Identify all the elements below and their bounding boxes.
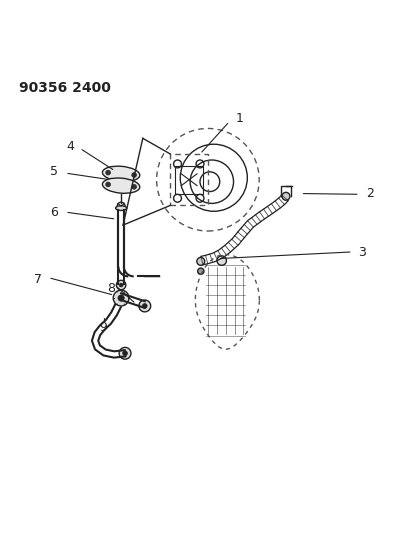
Circle shape [113, 290, 129, 306]
Text: 1: 1 [236, 112, 243, 125]
Text: 3: 3 [358, 246, 366, 259]
Text: 90356 2400: 90356 2400 [18, 81, 110, 95]
Circle shape [142, 304, 147, 308]
Circle shape [119, 348, 131, 359]
Ellipse shape [116, 206, 127, 211]
Circle shape [123, 351, 128, 356]
Circle shape [139, 300, 151, 312]
Bar [175, 166, 203, 193]
Circle shape [132, 173, 136, 177]
Circle shape [106, 182, 110, 187]
Text: 5: 5 [50, 165, 58, 179]
Circle shape [197, 257, 205, 265]
Circle shape [198, 268, 204, 274]
Text: 2: 2 [366, 187, 374, 200]
Circle shape [116, 280, 126, 290]
Text: 6: 6 [50, 206, 58, 219]
Ellipse shape [102, 166, 140, 181]
Text: 7: 7 [34, 272, 42, 286]
Circle shape [106, 170, 110, 175]
Ellipse shape [102, 178, 140, 193]
Circle shape [132, 184, 136, 189]
Text: 8: 8 [107, 282, 115, 295]
Circle shape [217, 256, 226, 265]
Text: 9: 9 [100, 321, 107, 334]
Circle shape [118, 295, 124, 301]
Circle shape [282, 192, 290, 200]
Text: 4: 4 [66, 140, 74, 152]
Circle shape [119, 283, 123, 287]
Bar [170, 154, 208, 205]
